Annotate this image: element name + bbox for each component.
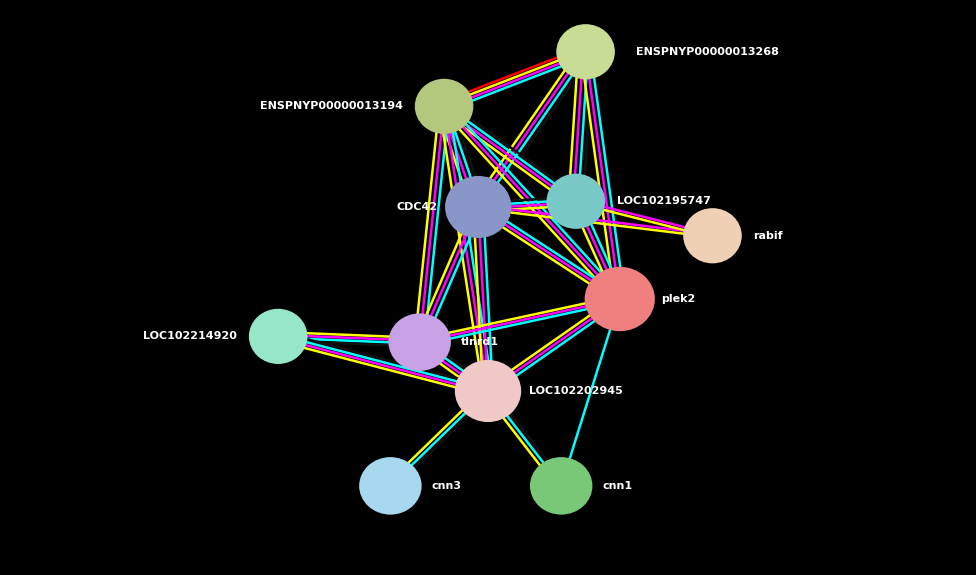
Ellipse shape (556, 24, 615, 79)
Ellipse shape (683, 208, 742, 263)
Text: tlnrd1: tlnrd1 (461, 337, 499, 347)
Ellipse shape (547, 174, 605, 229)
Text: ENSPNYP00000013194: ENSPNYP00000013194 (260, 101, 403, 112)
Ellipse shape (249, 309, 307, 364)
Ellipse shape (359, 457, 422, 515)
Text: LOC102195747: LOC102195747 (617, 196, 711, 206)
Ellipse shape (455, 360, 521, 422)
Text: cnn1: cnn1 (602, 481, 632, 491)
Text: LOC102202945: LOC102202945 (529, 386, 623, 396)
Ellipse shape (415, 79, 473, 134)
Text: rabif: rabif (753, 231, 783, 241)
Text: cnn3: cnn3 (431, 481, 462, 491)
Ellipse shape (445, 176, 511, 238)
Text: LOC102214920: LOC102214920 (143, 331, 237, 342)
Ellipse shape (530, 457, 592, 515)
Text: plek2: plek2 (661, 294, 695, 304)
Text: ENSPNYP00000013268: ENSPNYP00000013268 (636, 47, 779, 57)
Ellipse shape (388, 313, 451, 371)
Ellipse shape (585, 267, 655, 331)
Text: CDC42: CDC42 (396, 202, 437, 212)
